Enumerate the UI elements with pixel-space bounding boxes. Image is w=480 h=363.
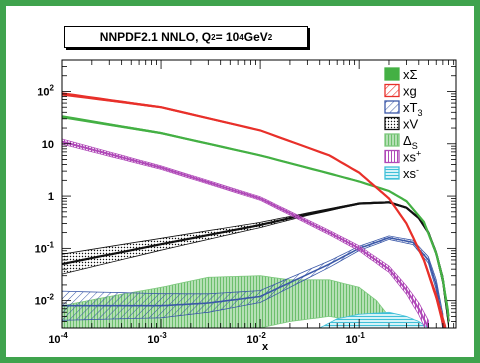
- title-sup2: 4: [239, 32, 244, 42]
- legend-swatch-xg: [384, 83, 400, 98]
- x-tick-label: 10-1: [345, 331, 365, 346]
- line-xg: [62, 92, 446, 328]
- legend-swatch-xsplus: [384, 149, 400, 164]
- title-unit: GeV: [243, 30, 268, 44]
- x-tick-label: 10-3: [147, 331, 167, 346]
- legend-label-xT3: xT3: [403, 100, 422, 118]
- x-axis-label: x: [262, 341, 269, 353]
- title-mid: = 10: [215, 30, 240, 44]
- line-xsplus: [62, 140, 430, 328]
- legend-label-DeltaS: ΔS: [403, 133, 418, 151]
- title-sup3: 2: [267, 32, 273, 42]
- band-xsminus: [319, 311, 430, 328]
- title-main: NNPDF2.1 NNLO, Q: [99, 30, 212, 44]
- x-tick-label: 10-4: [48, 331, 68, 346]
- legend-label-xV: xV: [403, 117, 419, 132]
- series-group: [62, 92, 450, 328]
- legend-swatch-xV: [384, 116, 400, 131]
- plot-area: [62, 92, 450, 328]
- legend-swatch-DeltaS: [384, 133, 400, 147]
- legend-label-xsplus: xs+: [403, 149, 421, 165]
- legend-swatch-xSigma: [384, 67, 400, 81]
- x-tick-label: 10-2: [246, 331, 266, 346]
- line-xSigma: [62, 115, 450, 317]
- title-sup1: 2: [211, 32, 216, 42]
- legend-swatch-xT3: [384, 100, 400, 114]
- y-tick-label: 10-1: [35, 240, 55, 255]
- y-tick-label: 10-2: [35, 293, 55, 308]
- legend-swatch-xsminus: [384, 166, 400, 180]
- legend-label-xsminus: xs-: [403, 165, 419, 181]
- axes: 10-4 10-3 10-2 10-1 10-2 10-1 1 10 102 x: [35, 59, 457, 353]
- legend-label-xg: xg: [403, 84, 417, 99]
- y-tick-label: 102: [37, 83, 54, 98]
- band-xsplus: [62, 138, 429, 328]
- legend-label-xSigma: xΣ: [403, 67, 418, 82]
- plot-border: [61, 59, 457, 329]
- y-tick-label: 10: [42, 139, 54, 151]
- y-tick-label: 1: [48, 191, 54, 203]
